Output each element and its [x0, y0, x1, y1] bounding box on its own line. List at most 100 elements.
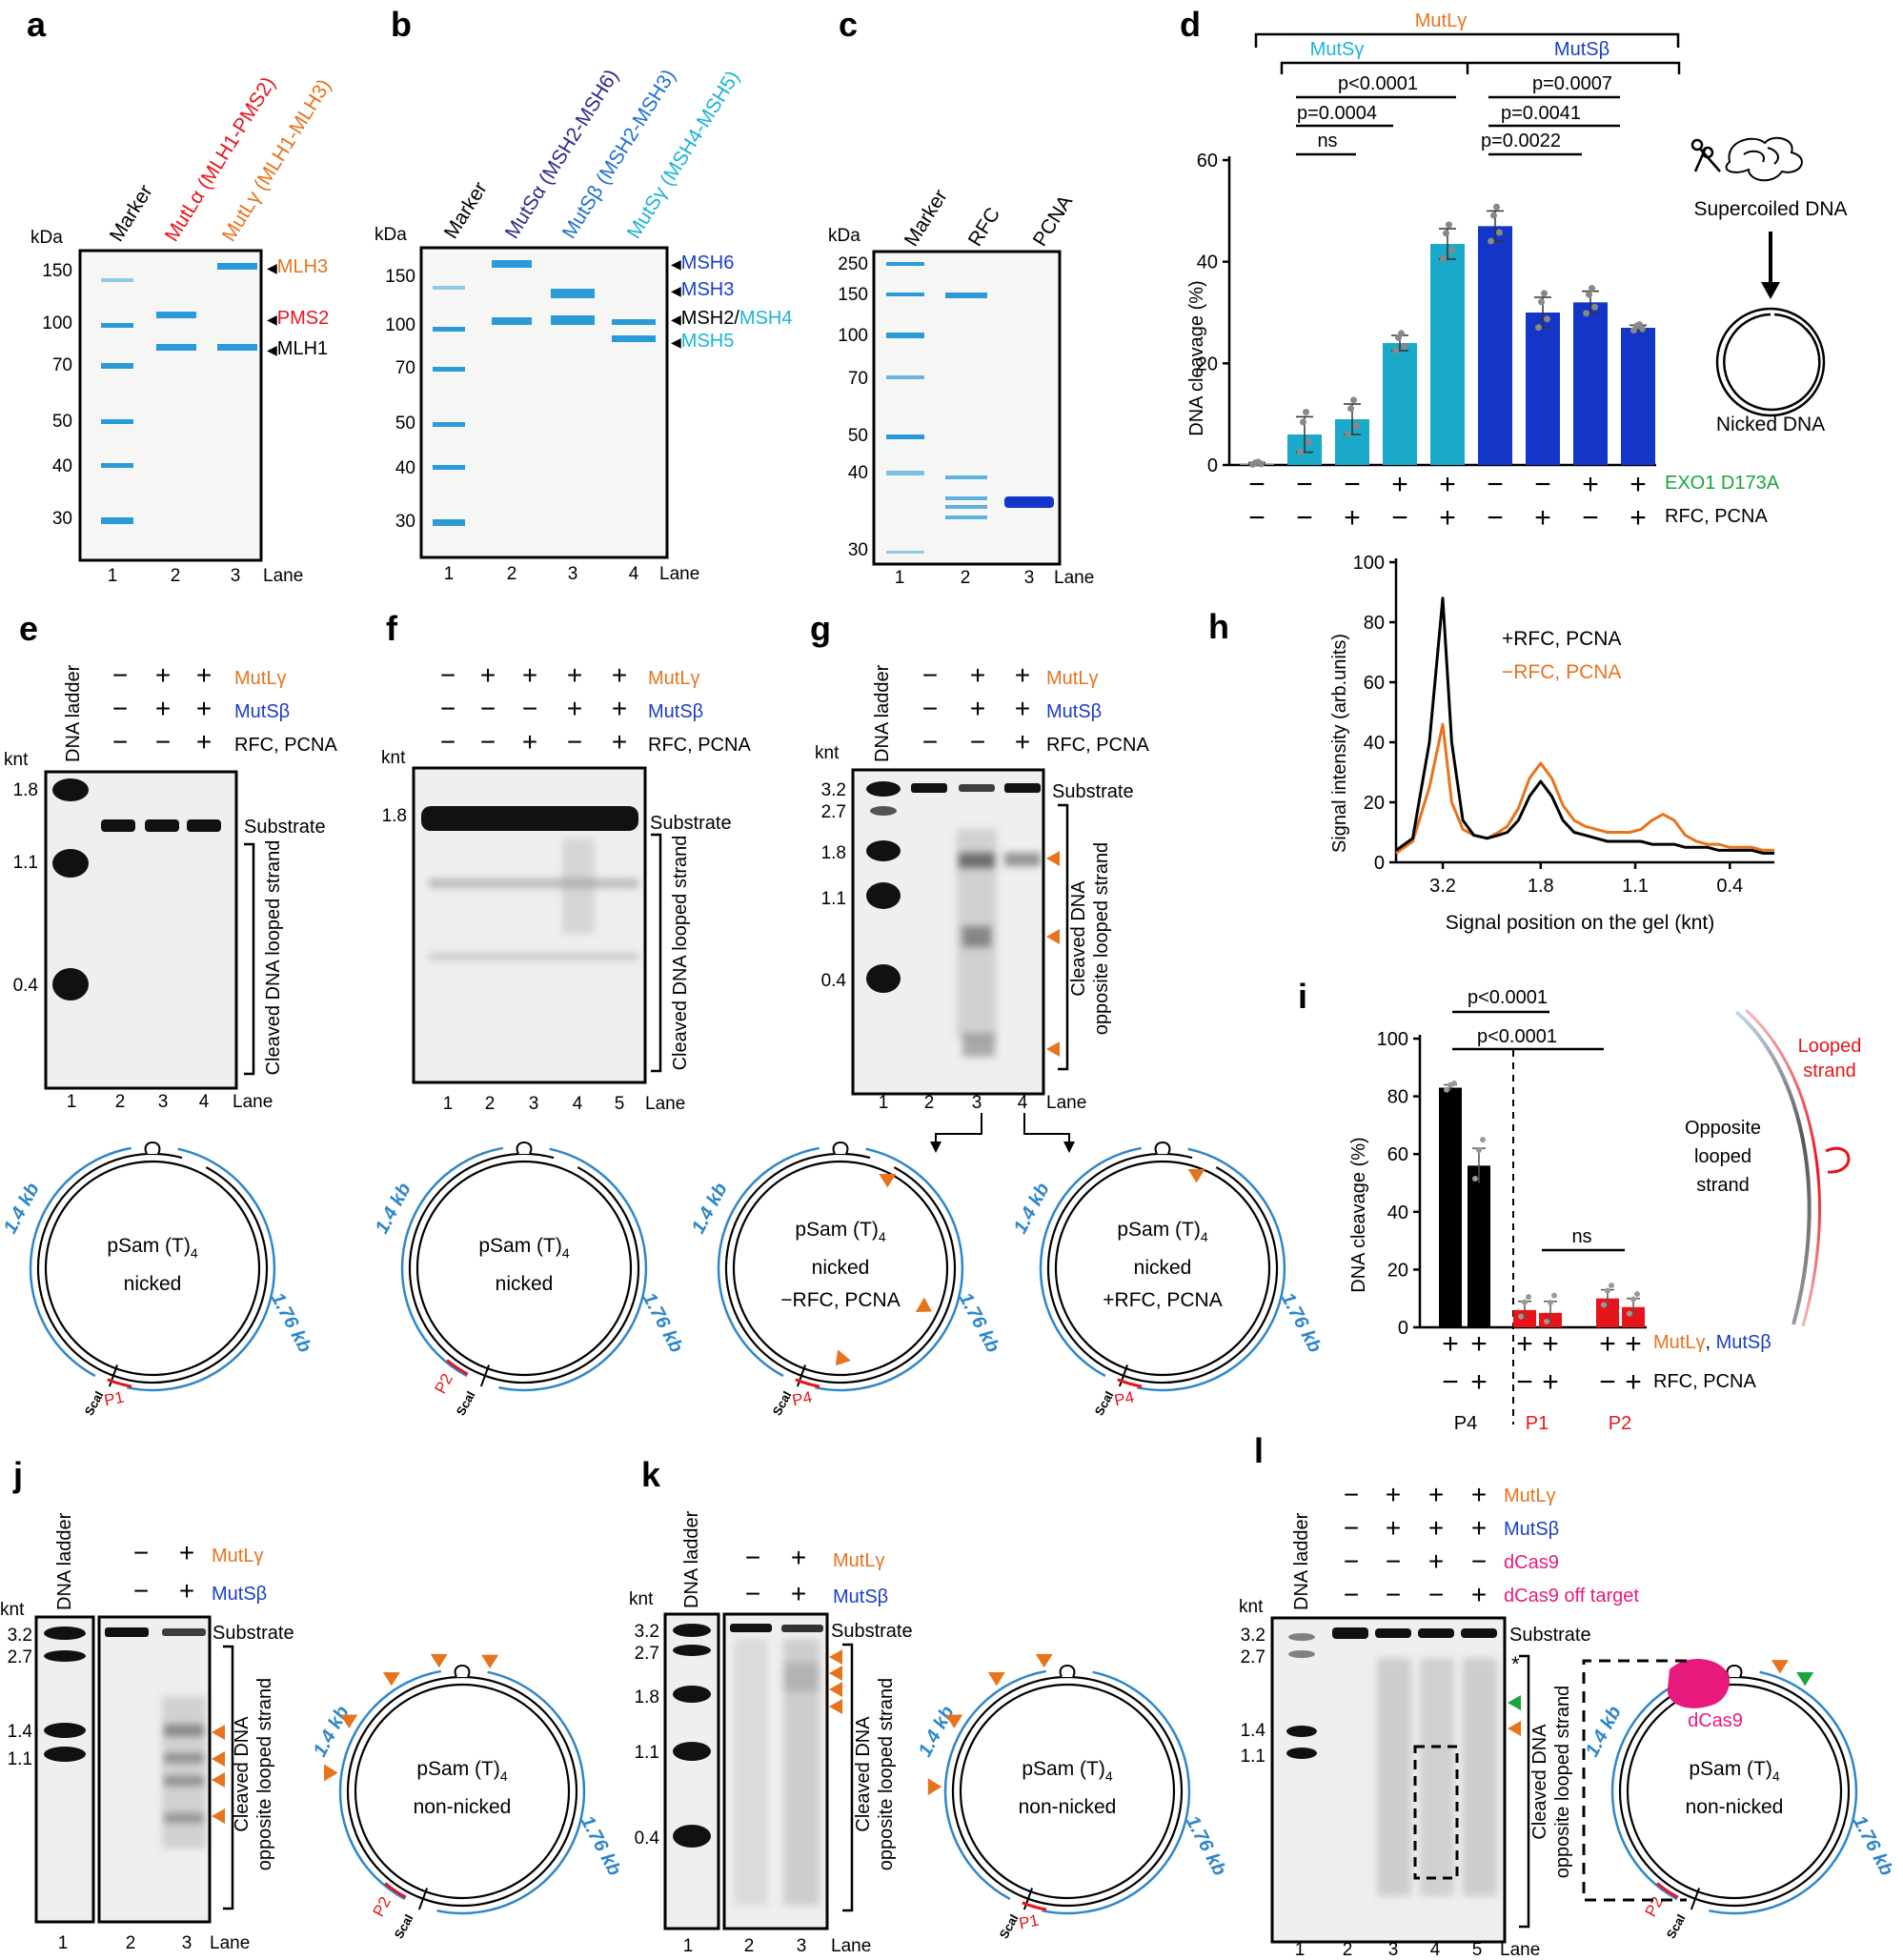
pvalue: ns — [1571, 1226, 1591, 1247]
plasmid-name: pSam (T)4 nicked — [107, 1235, 198, 1295]
probe-mark — [107, 1378, 132, 1388]
bracket — [1254, 32, 1680, 48]
svg-text:+: + — [1471, 1513, 1487, 1543]
kda-tick: 50 — [848, 426, 868, 446]
panel-h: h Signal intensity (arb.units) Signal po… — [1208, 553, 1774, 934]
arc-1-4kb — [338, 1669, 441, 1901]
dcas9-icon — [1667, 1659, 1730, 1708]
data-point — [1548, 1299, 1553, 1305]
svg-text:+: + — [179, 1576, 194, 1606]
scissors-icon — [1690, 138, 1721, 172]
lane-number: 4 — [573, 1094, 583, 1114]
knt-tick: 1.1 — [635, 1743, 659, 1763]
mutsb-label: MutSβ — [648, 701, 703, 722]
probe-label: P2 — [369, 1894, 395, 1920]
mutlg-mutsb-label: MutLγ, MutSβ — [1653, 1332, 1771, 1353]
condition-sign: − — [1442, 1366, 1459, 1398]
data-point — [1300, 418, 1306, 426]
plasmid-name: pSam (T)4 nicked −RFC, PCNA — [780, 1219, 900, 1311]
data-point — [1518, 1313, 1524, 1320]
knt-tick: 1.8 — [821, 843, 846, 863]
arc-1-76kb — [1042, 1670, 1190, 1915]
band-mlh3 — [217, 263, 257, 270]
data-point — [1639, 325, 1646, 333]
probe-mark — [384, 1882, 407, 1899]
data-point — [1398, 330, 1405, 337]
data-point — [1297, 448, 1304, 455]
condition-sign: + — [1625, 1328, 1642, 1360]
chart-h-axis: 0 20 40 60 80 100 3.2 1.8 1.1 0.4 — [1353, 553, 1774, 897]
band-label: ◀MSH3 — [671, 279, 734, 300]
gel-bands — [673, 1624, 823, 1848]
condition-sign: + — [1470, 1366, 1488, 1398]
probe-label: P4 — [791, 1388, 814, 1410]
svg-text:−: − — [1344, 1513, 1359, 1543]
y-tick: 0 — [1374, 853, 1385, 874]
probe-label: P2 — [1641, 1894, 1667, 1920]
svg-text:−: − — [112, 727, 128, 757]
bracket-label: Cleaved DNA opposite looped strand — [853, 1678, 897, 1870]
lane-label-mutlg: MutLγ (MLH1-MLH3) — [218, 75, 335, 245]
substrate-label: Substrate — [1052, 781, 1134, 802]
legend-plus: +RFC, PCNA — [1502, 628, 1621, 650]
condition-sign: + — [1534, 502, 1551, 534]
cleavage-arrowhead — [987, 1671, 1005, 1687]
kda-tick: 150 — [42, 261, 72, 281]
lane-number: 1 — [895, 568, 905, 588]
data-point — [1583, 310, 1589, 317]
panel-e-letter: e — [19, 609, 38, 648]
y-axis-label: DNA cleavage (%) — [1348, 1137, 1369, 1292]
cleavage-arrowhead — [1796, 1671, 1814, 1687]
svg-text:−: − — [133, 1538, 149, 1567]
knt-label: knt — [381, 748, 406, 768]
band-label: ◀MSH6 — [671, 253, 734, 273]
series-line — [1395, 596, 1774, 855]
gel-k-ladder — [663, 1612, 720, 1930]
substrate-label: Substrate — [244, 817, 326, 838]
chart-i-bars — [1439, 1080, 1645, 1327]
data-point — [1448, 247, 1455, 254]
bar — [1468, 1165, 1490, 1327]
svg-text:−: − — [1471, 1546, 1487, 1576]
rfc-pcna-label: RFC, PCNA — [1665, 506, 1768, 527]
data-point — [1488, 237, 1494, 245]
knt-tick: 1.4 — [8, 1722, 33, 1742]
condition-sign: − — [1344, 469, 1361, 500]
lane-word: Lane — [1046, 1093, 1086, 1113]
gel-bands — [52, 778, 221, 1000]
svg-text:−: − — [1344, 1546, 1359, 1576]
svg-text:+: + — [179, 1538, 194, 1567]
mutsb-label: MutSβ — [212, 1584, 267, 1605]
panel-i-letter: i — [1298, 977, 1307, 1016]
svg-text:+: + — [1428, 1513, 1444, 1543]
plasmid-name: pSam (T)4 non-nicked — [414, 1758, 512, 1818]
panel-f-letter: f — [386, 609, 398, 648]
data-point — [1480, 1137, 1486, 1143]
gel-g — [851, 768, 1045, 1096]
condition-sign: + — [1542, 1328, 1559, 1360]
lane-number: 4 — [1018, 1093, 1028, 1113]
gel-e — [44, 770, 238, 1090]
lane-number: 4 — [629, 564, 639, 584]
data-point — [1345, 431, 1351, 438]
nicked-dna-icon — [1715, 307, 1826, 417]
condition-sign: − — [1391, 502, 1408, 534]
loop-icon — [1825, 1146, 1851, 1174]
panel-i: i DNA cleavage (%) p<0.0001 p<0.0001 ns … — [1298, 977, 1861, 1434]
lane-number: 4 — [199, 1092, 210, 1112]
kda-tick: 50 — [395, 414, 415, 434]
dna-ladder-label: DNA ladder — [681, 1510, 702, 1608]
loop-icon — [516, 1142, 533, 1155]
lane-word: Lane — [210, 1933, 250, 1953]
label-1-76kb: 1.76 kb — [1277, 1289, 1326, 1356]
panel-b-letter: b — [391, 5, 412, 44]
y-tick: 60 — [1197, 151, 1218, 172]
chart-d-conditions: − − − + + − − + +− − + − + − + − + — [1248, 469, 1647, 534]
svg-text:−: − — [480, 727, 496, 757]
data-point — [1634, 1291, 1640, 1298]
panel-g-letter: g — [810, 609, 831, 648]
lane-number: 1 — [108, 566, 118, 586]
data-point — [1589, 285, 1595, 293]
cleavage-arrowhead — [945, 1714, 963, 1728]
